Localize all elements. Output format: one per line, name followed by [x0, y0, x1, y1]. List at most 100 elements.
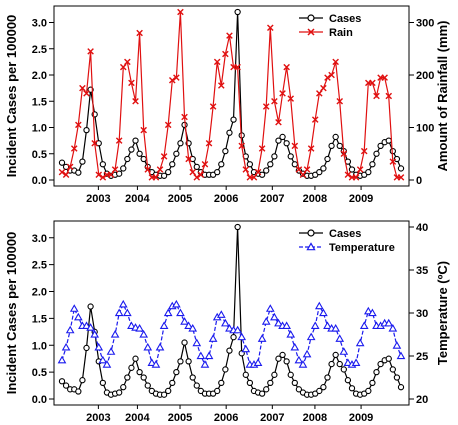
rain-point [381, 74, 388, 81]
rain-point [132, 97, 139, 105]
rain-point [271, 97, 278, 105]
cases-point [226, 347, 233, 354]
cases-point [218, 161, 225, 168]
cases-point [120, 384, 127, 391]
cases-point [189, 155, 196, 163]
rain-point [115, 137, 123, 144]
cases-point [140, 155, 147, 163]
right-tick-label: 300 [416, 18, 434, 30]
cases-point [136, 150, 143, 157]
left-tick-label: 2.5 [32, 44, 47, 56]
cases-point [95, 140, 102, 147]
cases-point [385, 355, 392, 362]
cases-point [246, 161, 254, 168]
temperature-point [139, 329, 149, 338]
rain-point [197, 171, 205, 179]
rain-point [238, 142, 246, 150]
cases-point [336, 360, 343, 368]
cases-point [169, 161, 176, 168]
cases-point [246, 379, 254, 387]
temperature-point [310, 321, 320, 329]
cases-point [222, 366, 229, 373]
cases-point [365, 387, 372, 395]
cases-point [58, 378, 66, 385]
temperature-point [282, 321, 291, 329]
temperature-point [359, 321, 369, 329]
x-tick-label: 2004 [125, 412, 150, 424]
cases-point [185, 358, 192, 365]
cases-point [369, 379, 376, 387]
rain-point [234, 63, 241, 71]
rain-point [62, 171, 70, 179]
rain-point [75, 121, 82, 129]
rain-point [328, 71, 335, 79]
cases-point [62, 163, 70, 171]
rain-point [119, 63, 127, 71]
rain-point [209, 103, 217, 110]
cases-point [79, 377, 86, 384]
rain-point [193, 174, 201, 181]
cases-point [218, 379, 225, 387]
left-tick-label: 0.5 [32, 149, 47, 161]
rain-point [107, 171, 115, 179]
rain-point [181, 113, 188, 121]
rain-point [307, 145, 315, 152]
cases-point [271, 371, 278, 378]
rain-point [340, 150, 348, 158]
rain-point [111, 166, 119, 173]
temperature-point [65, 325, 75, 334]
rain-point [373, 92, 380, 100]
temperature-point [343, 358, 353, 366]
x-tick-label: 2003 [86, 193, 110, 205]
x-tick-label: 2005 [168, 412, 192, 424]
rain-point [385, 92, 393, 100]
temperature-point [302, 349, 312, 358]
temperature-point [155, 342, 165, 351]
temperature-point [200, 360, 210, 368]
rain-point [177, 8, 184, 16]
cases-point [320, 165, 327, 172]
cases-point [373, 368, 380, 376]
cases-point [120, 165, 127, 172]
temperature-point [233, 325, 242, 334]
cases-point [181, 339, 188, 346]
rain-point [95, 171, 103, 179]
cases-point [316, 387, 323, 395]
cases-point [173, 368, 180, 376]
rain-point [369, 79, 376, 87]
cases-point [279, 133, 286, 141]
temperature-point [86, 323, 95, 331]
rain-point [168, 76, 176, 84]
x-tick-label: 2008 [303, 412, 327, 424]
temperature-point [118, 299, 128, 308]
cases-point [177, 358, 184, 365]
cases-point [393, 155, 401, 163]
cases-point [328, 142, 335, 150]
temperature-point [69, 304, 79, 312]
left-tick-label: 0.0 [32, 175, 47, 187]
right-tick-label: 200 [416, 70, 434, 82]
cases-point [258, 390, 266, 397]
rain-point [295, 166, 303, 173]
cases-point [271, 153, 278, 160]
rain-point [283, 63, 290, 71]
cases-point [136, 368, 143, 376]
rain-point [303, 166, 311, 173]
temperature-point [257, 334, 267, 342]
x-tick-label: 2005 [168, 193, 192, 205]
rain-point [226, 32, 233, 39]
left-tick-label: 1.5 [32, 96, 47, 108]
legend-cases-label: Cases [329, 228, 361, 240]
temperature-point [159, 321, 169, 329]
cases-point [116, 170, 123, 177]
rain-panel: 0.0 0.5 1.0 1.5 2.0 2.5 3.0 0 100 200 300 2003 2004 2… [4, 5, 450, 205]
cases-point [377, 360, 384, 368]
rain-point [66, 163, 74, 171]
temperature-point [319, 308, 328, 317]
temperature-point [61, 342, 71, 351]
cases-point [397, 165, 405, 172]
temperature-point [90, 329, 100, 338]
temperature-point [208, 334, 218, 342]
cases-point [75, 388, 82, 395]
legend-rain-label: Rain [329, 27, 353, 39]
